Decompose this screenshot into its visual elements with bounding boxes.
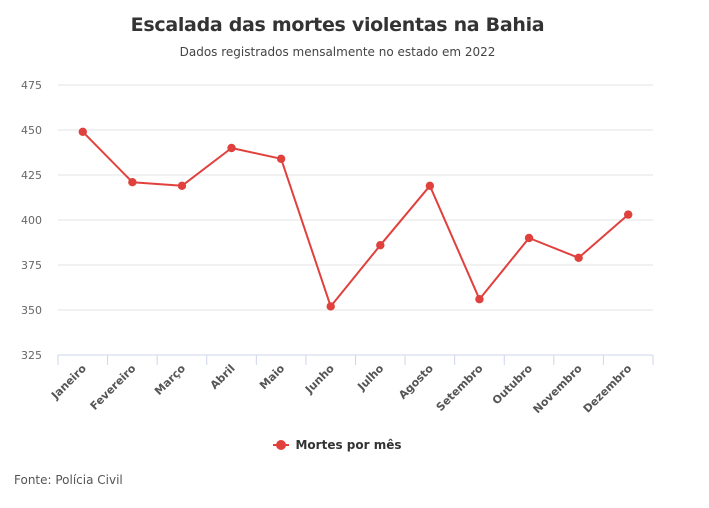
series-line xyxy=(82,131,629,308)
x-tick-label: Junho xyxy=(302,362,337,397)
y-tick-label: 325 xyxy=(21,349,42,362)
grid-lines xyxy=(58,84,653,311)
data-point[interactable] xyxy=(227,143,236,153)
x-tick-label: Dezembro xyxy=(581,362,635,416)
data-point[interactable] xyxy=(475,295,484,304)
data-point[interactable] xyxy=(376,241,385,250)
legend: Mortes por mês xyxy=(0,438,675,453)
data-point[interactable] xyxy=(78,127,87,136)
data-point[interactable] xyxy=(624,210,633,219)
y-tick-label: 350 xyxy=(21,304,42,317)
y-tick-label: 450 xyxy=(21,124,42,137)
x-tick-label: Maio xyxy=(257,362,288,393)
legend-label: Mortes por mês xyxy=(295,438,402,452)
y-tick-label: 400 xyxy=(21,214,42,227)
x-tick-label: Janeiro xyxy=(48,362,89,403)
x-tick-label: Abril xyxy=(208,362,238,392)
x-tick-label: Novembro xyxy=(530,362,585,417)
data-point[interactable] xyxy=(326,302,335,311)
legend-line-marker-icon xyxy=(273,440,290,450)
y-tick-label: 425 xyxy=(21,169,42,182)
data-point[interactable] xyxy=(128,178,137,187)
data-point[interactable] xyxy=(574,253,583,262)
legend-item-mortes[interactable]: Mortes por mês xyxy=(273,438,402,452)
x-tick-label: Fevereiro xyxy=(88,362,139,413)
data-point[interactable] xyxy=(425,181,435,190)
x-tick-label: Março xyxy=(152,362,188,398)
y-tick-label: 375 xyxy=(21,259,42,272)
y-axis-ticks: 325 350 375 400 425 450 475 xyxy=(21,79,42,362)
data-point[interactable] xyxy=(177,181,187,190)
source-note: Fonte: Polícia Civil xyxy=(14,473,123,487)
x-tick-label: Julho xyxy=(355,362,387,394)
data-point[interactable] xyxy=(524,233,534,243)
x-tick-label: Agosto xyxy=(396,362,436,402)
chart-title: Escalada das mortes violentas na Bahia xyxy=(130,14,545,36)
x-tick-label: Outubro xyxy=(490,362,536,408)
x-axis xyxy=(57,354,654,365)
data-point[interactable] xyxy=(276,154,286,163)
chart-subtitle: Dados registrados mensalmente no estado … xyxy=(179,45,496,59)
y-tick-label: 475 xyxy=(21,79,42,92)
x-tick-label: Setembro xyxy=(434,362,486,414)
series-group xyxy=(78,127,633,311)
